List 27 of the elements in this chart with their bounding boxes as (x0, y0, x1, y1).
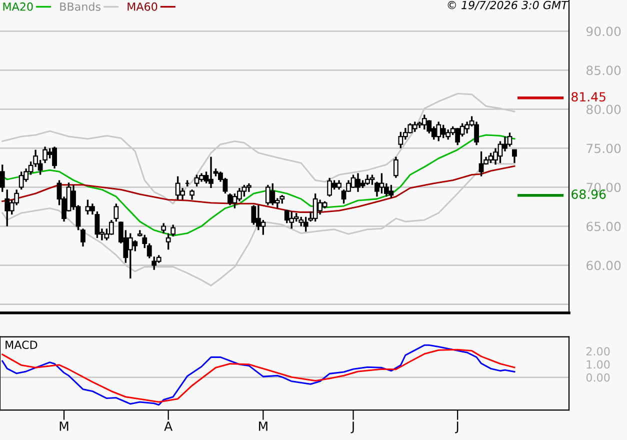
candlestick (114, 202, 119, 222)
y-tick-label: 60.00 (586, 260, 621, 270)
x-tick-label: J (455, 422, 458, 434)
legend-label: MA60 (128, 2, 158, 11)
candlestick (393, 156, 398, 179)
y-tick-label: 0.00 (586, 373, 610, 382)
y-tick-label: 1.00 (586, 360, 610, 369)
candlestick (512, 148, 517, 164)
legend-label: BBands (60, 2, 100, 11)
candlestick (161, 222, 166, 234)
candlestick (0, 164, 5, 193)
legend-label: MA20 (3, 2, 33, 11)
candlestick (190, 188, 194, 201)
y-tick-label: 65.00 (586, 222, 621, 232)
x-tick-label: A (164, 422, 172, 431)
chart-title: MACD (6, 340, 38, 350)
y-tick-label: 2.00 (586, 347, 610, 356)
x-tick-label: M (60, 422, 68, 431)
ref-line-label: 81.45 (572, 92, 606, 102)
annotation: © 19/7/2026 3:0 GMT (448, 0, 569, 10)
y-tick-label: 80.00 (586, 104, 621, 114)
y-tick-label: 85.00 (586, 66, 621, 76)
line-series (2, 165, 516, 213)
x-tick-label: M (259, 422, 268, 431)
y-tick-label: 75.00 (586, 144, 621, 154)
y-tick-label: 90.00 (586, 26, 621, 36)
x-tick-label: J (350, 422, 354, 434)
